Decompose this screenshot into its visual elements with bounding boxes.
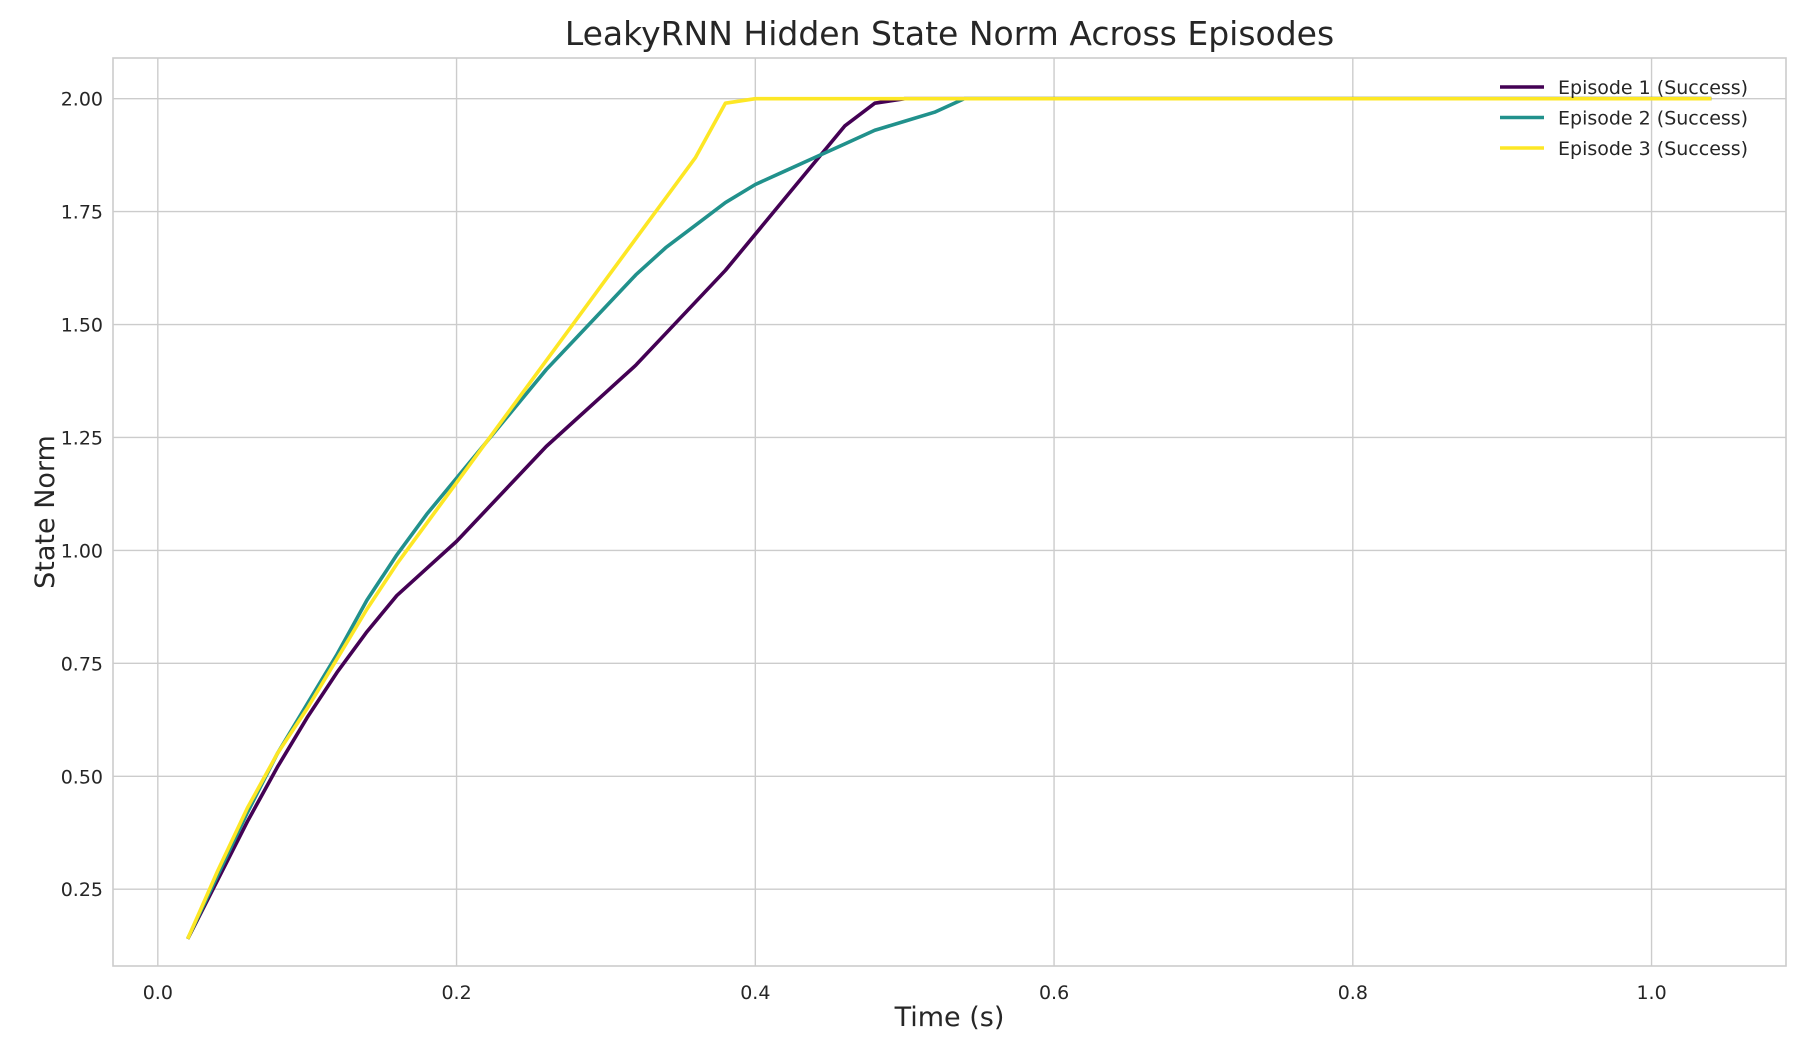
legend-label: Episode 1 (Success) (1558, 77, 1748, 99)
tick-labels: 0.0 0.2 0.4 0.6 0.8 1.0 0.25 0.50 0.75 1.00 1.25 1.… (61, 89, 1667, 1004)
y-tick-label: 1.50 (61, 315, 103, 337)
legend: Episode 1 (Success) Episode 2 (Success) Ep… (1500, 77, 1748, 160)
legend-label: Episode 3 (Success) (1558, 138, 1748, 160)
series-line-episode-3 (186, 96, 1712, 940)
y-tick-label: 1.25 (61, 427, 103, 449)
chart-title: LeakyRNN Hidden State Norm Across Episod… (565, 14, 1334, 53)
legend-label: Episode 2 (Success) (1558, 108, 1748, 130)
y-tick-label: 0.50 (61, 766, 103, 788)
x-tick-label: 0.0 (143, 982, 173, 1004)
y-axis-label: State Norm (30, 435, 61, 589)
x-tick-label: 0.6 (1039, 982, 1069, 1004)
y-tick-label: 2.00 (61, 89, 103, 111)
x-tick-label: 0.8 (1338, 982, 1368, 1004)
plot-frame (112, 57, 1787, 967)
y-tick-label: 1.00 (61, 540, 103, 562)
series-lines (186, 96, 1712, 940)
y-tick-label: 0.25 (61, 879, 103, 901)
x-axis-label: Time (s) (894, 1002, 1005, 1033)
x-tick-label: 0.4 (740, 982, 770, 1004)
y-tick-label: 1.75 (61, 202, 103, 224)
x-tick-label: 1.0 (1636, 982, 1666, 1004)
y-tick-label: 0.75 (61, 653, 103, 675)
x-tick-label: 0.2 (441, 982, 471, 1004)
